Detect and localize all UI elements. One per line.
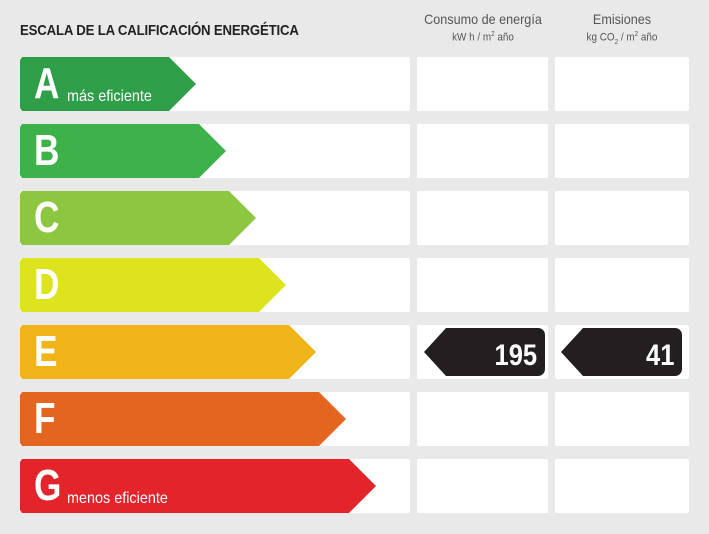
- consumption-value: 195: [494, 339, 537, 372]
- class-arrow: F: [20, 392, 346, 446]
- emissions-cell: [555, 191, 689, 245]
- emissions-cell: [555, 57, 689, 111]
- class-arrow: C: [20, 191, 256, 245]
- consumption-cell: [417, 392, 548, 446]
- class-letter: B: [34, 126, 60, 175]
- consumption-header: Consumo de energía kW h / m2 año: [417, 11, 549, 44]
- class-letter: A: [34, 59, 60, 108]
- emissions-label: Emisiones: [592, 11, 652, 27]
- emissions-unit: kg CO2 / m2 año: [586, 31, 658, 46]
- class-arrow: D: [20, 258, 286, 312]
- consumption-marker: 195: [424, 328, 545, 376]
- emissions-cell: [555, 124, 689, 178]
- class-letter: D: [34, 260, 60, 309]
- emissions-value: 41: [645, 339, 674, 372]
- consumption-cell: [417, 57, 548, 111]
- class-arrow: G menos eficiente: [20, 459, 376, 513]
- class-arrow: E: [20, 325, 316, 379]
- class-letter: C: [34, 193, 60, 242]
- consumption-cell: [417, 191, 548, 245]
- emissions-cell: [555, 258, 689, 312]
- emissions-header: Emisiones kg CO2 / m2 año: [555, 11, 689, 46]
- consumption-label: Consumo de energía: [424, 11, 542, 27]
- emissions-cell: [555, 392, 689, 446]
- emissions-marker: 41: [561, 328, 682, 376]
- class-label: más eficiente: [67, 88, 152, 105]
- emissions-cell: [555, 459, 689, 513]
- consumption-cell: [417, 459, 548, 513]
- consumption-unit: kW h / m2 año: [452, 31, 514, 44]
- class-letter: F: [34, 394, 56, 443]
- class-letter: G: [34, 461, 62, 510]
- consumption-cell: [417, 258, 548, 312]
- class-arrow: A más eficiente: [20, 57, 196, 111]
- class-arrow: B: [20, 124, 226, 178]
- page-title: ESCALA DE LA CALIFICACIÓN ENERGÉTICA: [20, 22, 299, 39]
- class-label: menos eficiente: [67, 490, 168, 507]
- consumption-cell: [417, 124, 548, 178]
- class-letter: E: [34, 327, 58, 376]
